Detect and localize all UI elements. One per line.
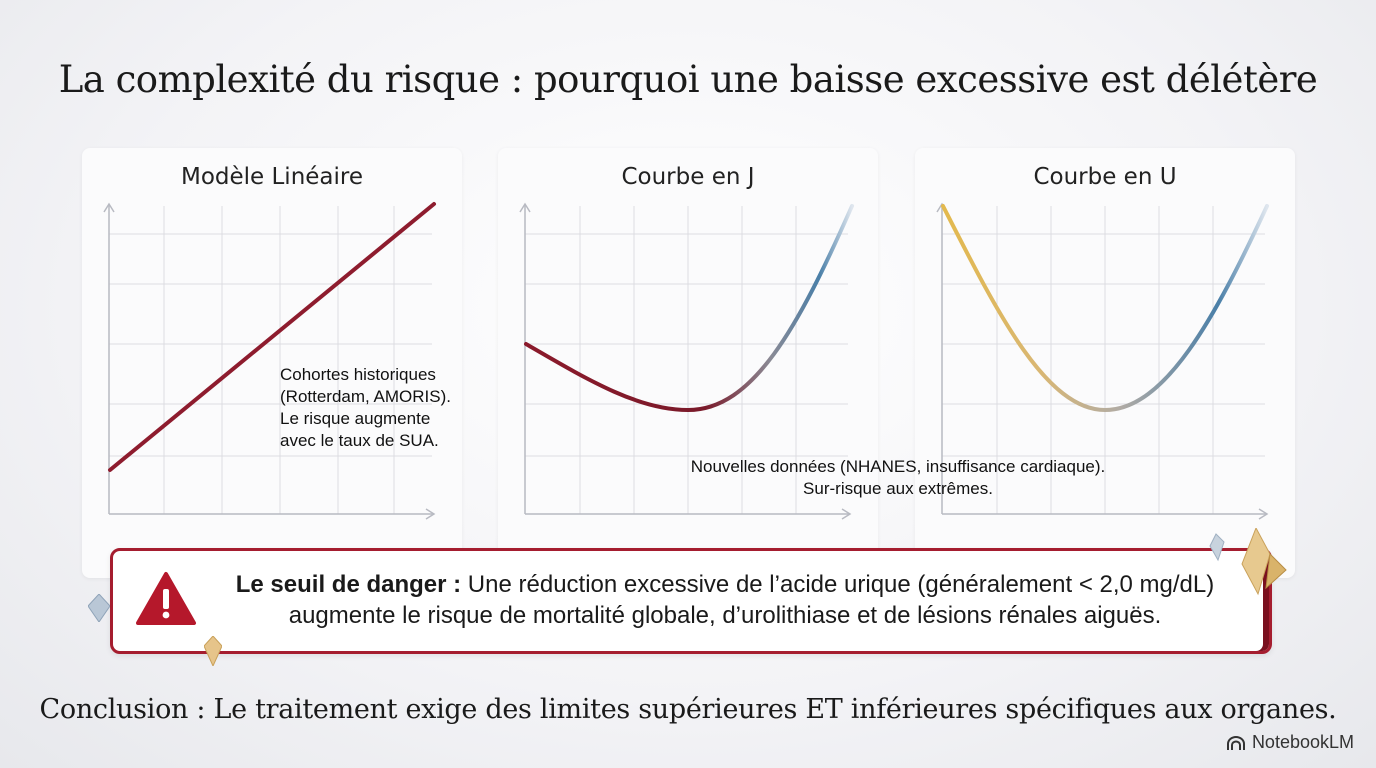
panel-linear-model: Modèle Linéaire Cohortes historiques (Ro…	[82, 148, 462, 578]
panel-title-u: Courbe en U	[1033, 164, 1177, 190]
conclusion-text: Conclusion : Le traitement exige des lim…	[39, 694, 1337, 725]
linear-curve	[108, 202, 436, 472]
panel-title-linear: Modèle Linéaire	[180, 164, 364, 190]
notebooklm-brand: NotebookLM	[1226, 732, 1354, 753]
linear-chart	[103, 202, 436, 520]
j-curve	[524, 204, 854, 413]
warning-icon	[136, 572, 196, 625]
page-title: La complexité du risque : pourquoi une b…	[58, 58, 1318, 101]
linear-note: Cohortes historiques (Rotterdam, AMORIS)…	[280, 365, 451, 450]
crystal-decoration-left	[88, 594, 110, 622]
danger-label: Le seuil de danger :	[235, 571, 462, 598]
crystal-decoration-right	[1209, 528, 1287, 596]
j-curve-chart	[519, 202, 854, 520]
danger-line2: augmente le risque de mortalité globale,…	[288, 602, 1162, 629]
brand-label: NotebookLM	[1251, 732, 1354, 752]
panel-j-curve: Courbe en J	[498, 148, 878, 578]
u-curve	[941, 204, 1269, 413]
notebooklm-logo-icon	[1226, 735, 1245, 750]
panel-u-curve: Courbe en U	[915, 148, 1295, 578]
u-curve-chart	[936, 202, 1269, 520]
danger-text: Le seuil de danger : Une réduction exces…	[201, 569, 1249, 631]
panel-title-j: Courbe en J	[621, 164, 755, 190]
crystal-decoration-bottom	[204, 636, 222, 666]
danger-line1: Une réduction excessive de l’acide uriqu…	[461, 571, 1215, 598]
new-data-note: Nouvelles données (NHANES, insuffisance …	[690, 457, 1106, 498]
danger-threshold-box: Le seuil de danger : Une réduction exces…	[110, 548, 1272, 654]
